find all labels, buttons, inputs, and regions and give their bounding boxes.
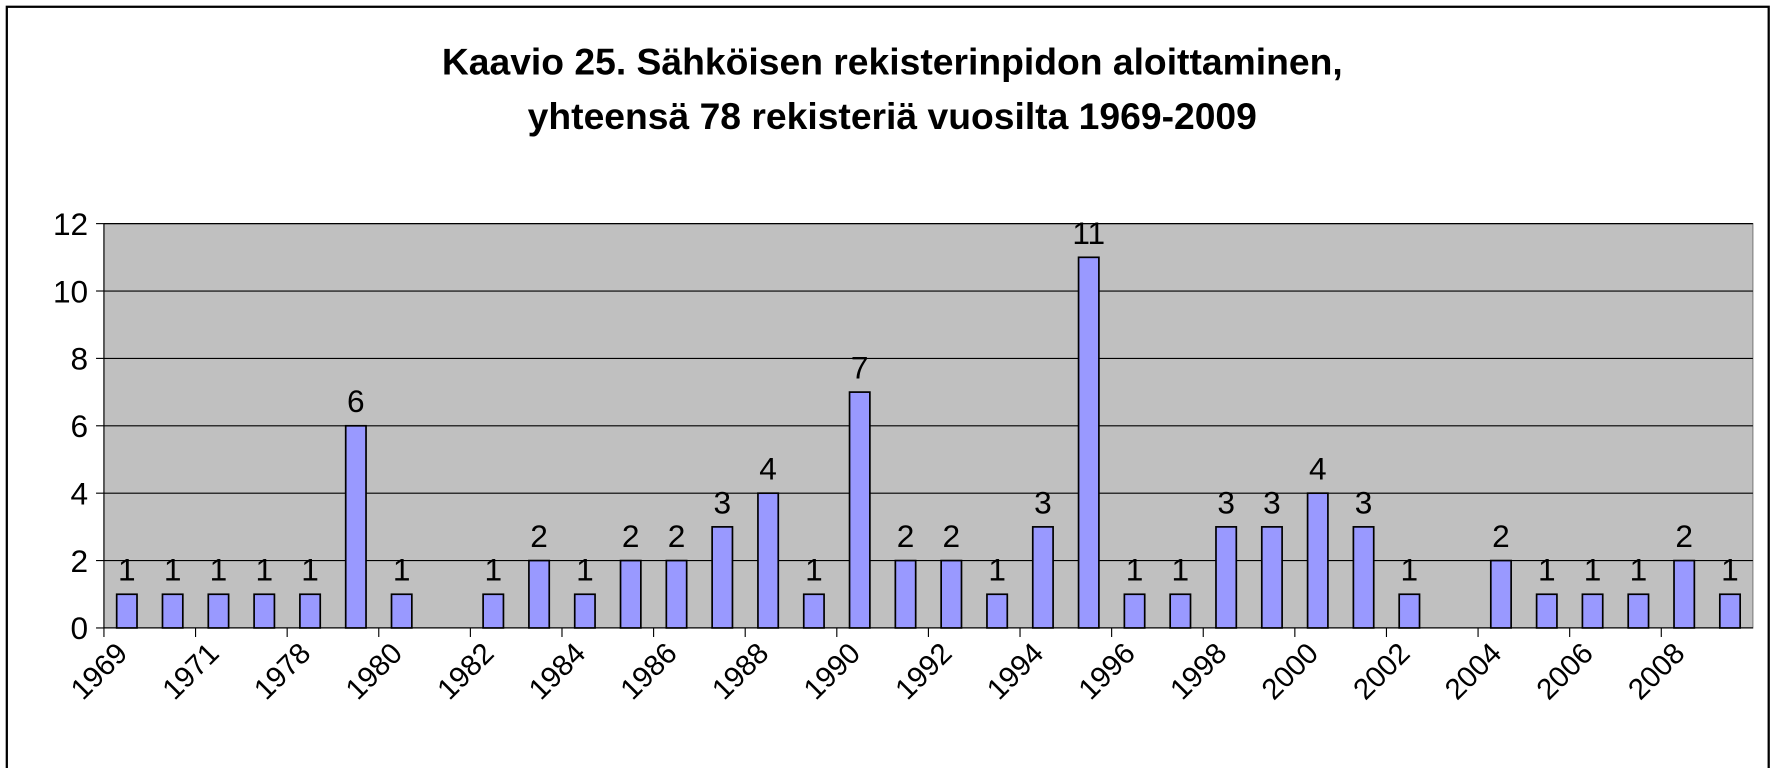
bar bbox=[1169, 593, 1192, 629]
bar bbox=[1215, 526, 1238, 629]
bar bbox=[665, 559, 688, 629]
data-label: 1 bbox=[393, 552, 411, 588]
data-label: 1 bbox=[484, 552, 502, 588]
y-tick-label: 4 bbox=[71, 475, 89, 511]
y-tick-label: 2 bbox=[71, 543, 89, 579]
bar bbox=[619, 559, 642, 629]
bar bbox=[573, 593, 596, 629]
y-tick-label: 6 bbox=[71, 408, 89, 444]
y-tick-label: 8 bbox=[71, 341, 89, 377]
data-label: 7 bbox=[851, 350, 869, 386]
bar bbox=[1123, 593, 1146, 629]
data-label: 1 bbox=[255, 552, 273, 588]
data-label: 2 bbox=[530, 518, 548, 554]
data-label: 4 bbox=[759, 451, 777, 487]
bar bbox=[1627, 593, 1650, 629]
data-label: 4 bbox=[1309, 451, 1327, 487]
bar bbox=[161, 593, 184, 629]
data-label: 1 bbox=[1630, 552, 1648, 588]
bar bbox=[1306, 492, 1329, 629]
data-label: 1 bbox=[1126, 552, 1144, 588]
bar bbox=[986, 593, 1009, 629]
bar bbox=[1581, 593, 1604, 629]
bar bbox=[1260, 526, 1283, 629]
data-label: 2 bbox=[622, 518, 640, 554]
bar bbox=[344, 424, 367, 629]
bar bbox=[1535, 593, 1558, 629]
bar bbox=[894, 559, 917, 629]
data-label: 1 bbox=[1401, 552, 1419, 588]
bar bbox=[1398, 593, 1421, 629]
bar bbox=[1031, 526, 1054, 629]
data-label: 1 bbox=[118, 552, 136, 588]
data-label: 11 bbox=[1072, 215, 1105, 251]
data-label: 1 bbox=[805, 552, 823, 588]
bar bbox=[1718, 593, 1741, 629]
bar bbox=[253, 593, 276, 629]
bar bbox=[1352, 526, 1375, 629]
data-label: 3 bbox=[714, 484, 732, 520]
bar bbox=[1673, 559, 1696, 629]
data-label: 1 bbox=[164, 552, 182, 588]
data-label: 3 bbox=[1217, 484, 1235, 520]
data-label: 3 bbox=[1263, 484, 1281, 520]
y-tick-label: 12 bbox=[53, 206, 88, 242]
bar bbox=[207, 593, 230, 629]
data-label: 3 bbox=[1034, 484, 1052, 520]
bar bbox=[711, 526, 734, 629]
bar bbox=[757, 492, 780, 629]
bar bbox=[482, 593, 505, 629]
bar bbox=[940, 559, 963, 629]
data-label: 1 bbox=[1172, 552, 1190, 588]
data-label: 2 bbox=[897, 518, 915, 554]
data-label: 1 bbox=[1721, 552, 1739, 588]
bar bbox=[1489, 559, 1512, 629]
data-label: 3 bbox=[1355, 484, 1373, 520]
y-tick-label: 0 bbox=[71, 610, 89, 646]
chart-title: yhteensä 78 rekisteriä vuosilta 1969-200… bbox=[528, 95, 1257, 137]
data-label: 1 bbox=[576, 552, 594, 588]
data-label: 1 bbox=[1538, 552, 1556, 588]
bar bbox=[115, 593, 138, 629]
y-tick-label: 10 bbox=[53, 273, 88, 309]
bar bbox=[390, 593, 413, 629]
data-label: 2 bbox=[1675, 518, 1693, 554]
bar bbox=[528, 559, 551, 629]
data-label: 1 bbox=[301, 552, 319, 588]
bar bbox=[299, 593, 322, 629]
data-label: 2 bbox=[668, 518, 686, 554]
data-label: 1 bbox=[210, 552, 228, 588]
bar bbox=[848, 391, 871, 629]
chart-title: Kaavio 25. Sähköisen rekisterinpidon alo… bbox=[442, 41, 1343, 83]
data-label: 1 bbox=[1584, 552, 1602, 588]
data-label: 2 bbox=[1492, 518, 1510, 554]
data-label: 2 bbox=[943, 518, 961, 554]
bar bbox=[1077, 256, 1100, 629]
data-label: 6 bbox=[347, 383, 365, 419]
data-label: 1 bbox=[988, 552, 1006, 588]
bar bbox=[802, 593, 825, 629]
